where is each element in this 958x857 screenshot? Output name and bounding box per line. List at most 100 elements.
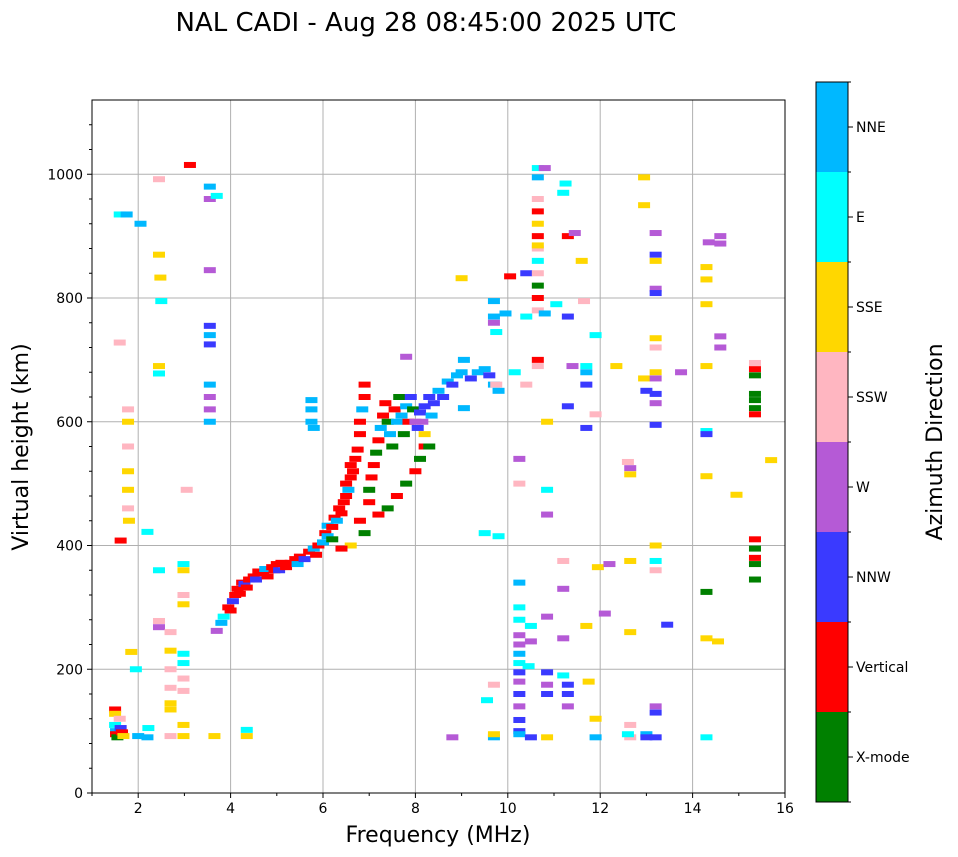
data-point xyxy=(578,298,591,305)
data-point xyxy=(326,536,339,543)
data-point xyxy=(748,405,761,412)
data-point xyxy=(513,669,526,676)
data-point xyxy=(531,270,544,277)
data-point xyxy=(561,681,574,688)
x-tick-label: 8 xyxy=(411,801,420,817)
data-point xyxy=(513,480,526,487)
data-point xyxy=(603,561,616,568)
y-tick-label: 1000 xyxy=(47,167,83,183)
data-point xyxy=(748,397,761,404)
data-point xyxy=(390,418,403,425)
data-point xyxy=(487,298,500,305)
data-point xyxy=(203,418,216,425)
data-point xyxy=(240,584,253,591)
colorbar-swatch xyxy=(816,352,848,442)
data-point xyxy=(580,363,593,370)
data-point xyxy=(437,394,450,400)
plot-area-frame xyxy=(91,99,786,794)
data-point xyxy=(520,381,533,388)
data-point xyxy=(353,431,366,438)
colorbar-swatch xyxy=(816,82,848,172)
data-point xyxy=(222,604,235,611)
data-point xyxy=(513,641,526,648)
data-point xyxy=(513,604,526,611)
y-axis-title: Virtual height (km) xyxy=(9,343,34,550)
data-point xyxy=(319,530,332,537)
data-point xyxy=(215,619,228,626)
colorbar-label: NNE xyxy=(856,120,886,136)
data-point xyxy=(700,363,713,370)
data-point xyxy=(541,734,554,741)
data-point xyxy=(122,418,135,425)
data-point xyxy=(273,567,286,574)
data-point xyxy=(522,663,535,670)
data-point xyxy=(464,375,477,382)
x-tick-label: 14 xyxy=(684,801,702,817)
data-point xyxy=(575,257,588,264)
data-point xyxy=(203,381,216,388)
data-point xyxy=(531,363,544,370)
data-point xyxy=(177,561,190,568)
data-point xyxy=(487,731,500,738)
data-point xyxy=(275,559,288,566)
data-point xyxy=(531,282,544,289)
data-point xyxy=(538,165,551,172)
data-point xyxy=(358,530,371,537)
data-point xyxy=(455,369,468,376)
data-point xyxy=(580,381,593,388)
data-point xyxy=(395,412,408,419)
data-point xyxy=(393,394,406,400)
data-point xyxy=(541,691,554,697)
x-tick-label: 16 xyxy=(776,801,794,817)
data-point xyxy=(310,551,323,558)
data-point xyxy=(177,660,190,667)
data-point xyxy=(457,405,470,412)
data-point xyxy=(649,400,662,407)
data-point xyxy=(520,270,533,277)
data-point xyxy=(372,511,385,518)
y-tick-label: 800 xyxy=(56,291,83,307)
data-point xyxy=(640,734,653,741)
data-point xyxy=(177,733,190,740)
data-point xyxy=(377,412,390,419)
data-point xyxy=(240,726,253,733)
data-point xyxy=(621,731,634,738)
data-point xyxy=(649,542,662,549)
data-point xyxy=(748,411,761,418)
data-point xyxy=(441,378,454,385)
data-point xyxy=(541,669,554,676)
data-point xyxy=(177,687,190,694)
data-point xyxy=(541,681,554,688)
data-point xyxy=(152,176,165,183)
data-point xyxy=(305,418,318,425)
data-point xyxy=(129,666,142,673)
x-tick-label: 4 xyxy=(226,801,235,817)
data-point xyxy=(120,211,133,218)
data-point xyxy=(748,390,761,397)
data-point xyxy=(714,344,727,351)
data-point xyxy=(531,233,544,240)
data-point xyxy=(125,648,138,655)
data-point xyxy=(409,468,422,475)
data-point xyxy=(203,341,216,348)
colorbar-swatch xyxy=(816,172,848,262)
data-point xyxy=(638,375,651,382)
colorbar-swatch xyxy=(816,262,848,352)
data-point xyxy=(122,468,135,475)
data-point xyxy=(367,462,380,469)
data-point xyxy=(624,629,637,636)
data-point xyxy=(400,403,413,410)
data-point xyxy=(591,564,604,571)
data-point xyxy=(177,567,190,574)
data-point xyxy=(114,537,127,544)
data-point xyxy=(561,233,574,240)
data-point xyxy=(321,533,334,540)
data-point xyxy=(116,729,129,736)
x-axis-title: Frequency (MHz) xyxy=(346,823,531,848)
data-points xyxy=(109,161,778,741)
data-point xyxy=(492,387,505,394)
data-point xyxy=(164,647,177,654)
data-point xyxy=(402,418,415,425)
data-point xyxy=(243,576,256,583)
colorbar-frame xyxy=(815,81,849,803)
